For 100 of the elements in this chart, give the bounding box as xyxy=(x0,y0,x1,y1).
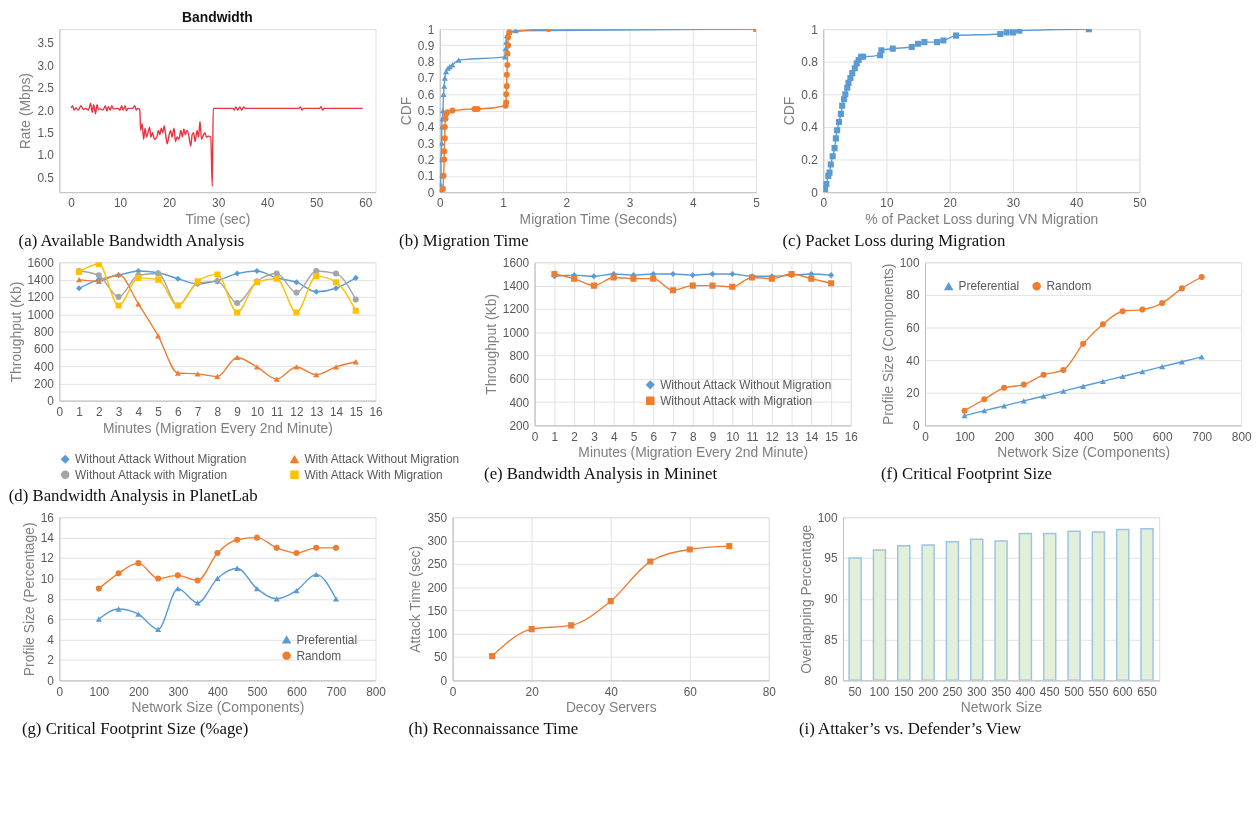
x-tick-label: 9 xyxy=(234,404,242,419)
text: (i) Attaker’s vs. Defender’s View xyxy=(798,719,1023,739)
y-tick-label: 100 xyxy=(899,255,920,270)
x-tick-label: 500 xyxy=(1113,429,1134,444)
y-tick-label: 95 xyxy=(824,551,838,566)
x-tick-label: 600 xyxy=(287,684,308,699)
y-tick-label: 0.6 xyxy=(417,87,435,102)
x-tick-label: 14 xyxy=(329,404,344,419)
x-tick-label: 4 xyxy=(689,196,697,211)
x-tick-label: 40 xyxy=(1070,196,1084,211)
y-tick-label: 2.0 xyxy=(37,103,55,118)
y-tick-label: 12 xyxy=(40,551,54,566)
y-tick-label: 10 xyxy=(40,571,55,586)
x-tick-label: 200 xyxy=(918,684,939,699)
y-tick-label: 0.9 xyxy=(417,38,435,53)
x-tick-label: 16 xyxy=(369,404,384,419)
x-tick-label: 2 xyxy=(96,404,103,419)
x-axis-title: Network Size (Components) xyxy=(997,444,1171,461)
x-tick-label: 200 xyxy=(994,429,1015,444)
y-tick-label: 60 xyxy=(906,320,920,335)
y-tick-label: 50 xyxy=(433,650,448,665)
x-tick-label: 12 xyxy=(765,429,779,444)
y-tick-label: 400 xyxy=(34,359,55,374)
y-tick-label: 800 xyxy=(509,348,530,363)
y-axis-title: Attack Time (sec) xyxy=(407,545,424,653)
y-tick-label: 1000 xyxy=(502,325,530,340)
x-tick-label: 3 xyxy=(591,429,599,444)
x-tick-label: 600 xyxy=(1152,429,1173,444)
y-tick-label: 0.8 xyxy=(801,55,819,70)
x-axis-title: Minutes (Migration Every 2nd Minute) xyxy=(103,419,333,436)
y-axis-title: CDF xyxy=(397,96,414,126)
y-tick-label: 100 xyxy=(817,510,838,525)
y-tick-label: 1200 xyxy=(27,290,55,305)
y-tick-label: 0 xyxy=(427,185,435,200)
text: (g) Critical Footprint Size (%age) xyxy=(21,719,249,739)
x-tick-label: 600 xyxy=(1112,684,1133,699)
y-tick-label: 40 xyxy=(906,353,920,368)
y-tick-label: 0.7 xyxy=(417,71,435,86)
x-tick-label: 5 xyxy=(753,196,761,211)
y-tick-label: 0.8 xyxy=(417,55,435,70)
x-tick-label: 20 xyxy=(525,684,540,699)
x-axis-title: Network Size (Components) xyxy=(131,699,305,716)
x-tick-label: 500 xyxy=(1064,684,1085,699)
y-axis-title: Profile Size (Components) xyxy=(879,263,896,426)
x-tick-label: 9 xyxy=(709,429,717,444)
y-tick-label: 0.2 xyxy=(417,152,435,167)
y-tick-label: 150 xyxy=(427,603,448,618)
x-tick-label: 4 xyxy=(610,429,618,444)
x-tick-label: 13 xyxy=(785,429,800,444)
y-tick-label: 2 xyxy=(47,653,54,668)
y-tick-label: 0.6 xyxy=(801,87,819,102)
y-tick-label: 1 xyxy=(811,22,819,37)
x-tick-label: 7 xyxy=(670,429,677,444)
x-tick-label: 8 xyxy=(214,404,222,419)
x-tick-label: 100 xyxy=(89,684,110,699)
x-tick-label: 16 xyxy=(844,429,859,444)
x-tick-label: 10 xyxy=(113,196,128,211)
x-tick-label: 50 xyxy=(848,684,863,699)
y-tick-label: 85 xyxy=(824,633,838,648)
x-tick-label: 200 xyxy=(128,684,150,699)
text: (h) Reconnaissance Time xyxy=(408,719,579,739)
x-tick-label: 50 xyxy=(310,196,324,211)
x-tick-label: 300 xyxy=(168,684,189,699)
x-tick-label: 30 xyxy=(1006,196,1021,211)
x-tick-label: 60 xyxy=(683,684,698,699)
x-tick-label: 50 xyxy=(1133,196,1147,211)
y-tick-label: 0.2 xyxy=(801,152,818,167)
x-tick-label: 15 xyxy=(825,429,839,444)
legend-label: With Attack Without Migration xyxy=(304,452,460,467)
x-axis-title: Network Size xyxy=(960,699,1043,716)
x-tick-label: 5 xyxy=(155,404,163,419)
x-tick-label: 30 xyxy=(212,196,226,211)
y-tick-label: 0.4 xyxy=(801,120,819,135)
x-tick-label: 500 xyxy=(247,684,268,699)
y-tick-label: 1600 xyxy=(27,255,55,270)
x-tick-label: 0 xyxy=(922,429,930,444)
x-tick-label: 6 xyxy=(650,429,658,444)
y-tick-label: 0 xyxy=(47,394,55,409)
y-tick-label: 600 xyxy=(34,342,55,357)
x-tick-label: 20 xyxy=(163,196,177,211)
y-axis-title: Overlapping Percentage xyxy=(797,524,814,674)
x-axis-title: Migration Time (Seconds) xyxy=(519,211,678,228)
x-tick-label: 80 xyxy=(762,684,777,699)
y-tick-label: 80 xyxy=(824,673,838,688)
x-tick-label: 6 xyxy=(175,404,183,419)
y-axis-title: Profile Size (Percentage) xyxy=(20,522,37,677)
y-tick-label: 1000 xyxy=(27,307,55,322)
x-tick-label: 60 xyxy=(359,196,373,211)
text: (b) Migration Time xyxy=(399,231,529,251)
y-tick-label: 1.0 xyxy=(37,148,55,163)
text: (d) Bandwidth Analysis in PlanetLab xyxy=(8,485,258,505)
x-tick-label: 250 xyxy=(942,684,963,699)
y-tick-label: 1 xyxy=(427,22,435,37)
y-tick-label: 200 xyxy=(427,580,448,595)
x-tick-label: 0 xyxy=(68,196,76,211)
text: (f) Critical Footprint Size xyxy=(880,464,1053,484)
x-tick-label: 8 xyxy=(689,429,697,444)
x-axis-title: Decoy Servers xyxy=(565,699,657,716)
y-tick-label: 14 xyxy=(40,531,55,546)
chart-title: Bandwidth xyxy=(182,9,253,26)
